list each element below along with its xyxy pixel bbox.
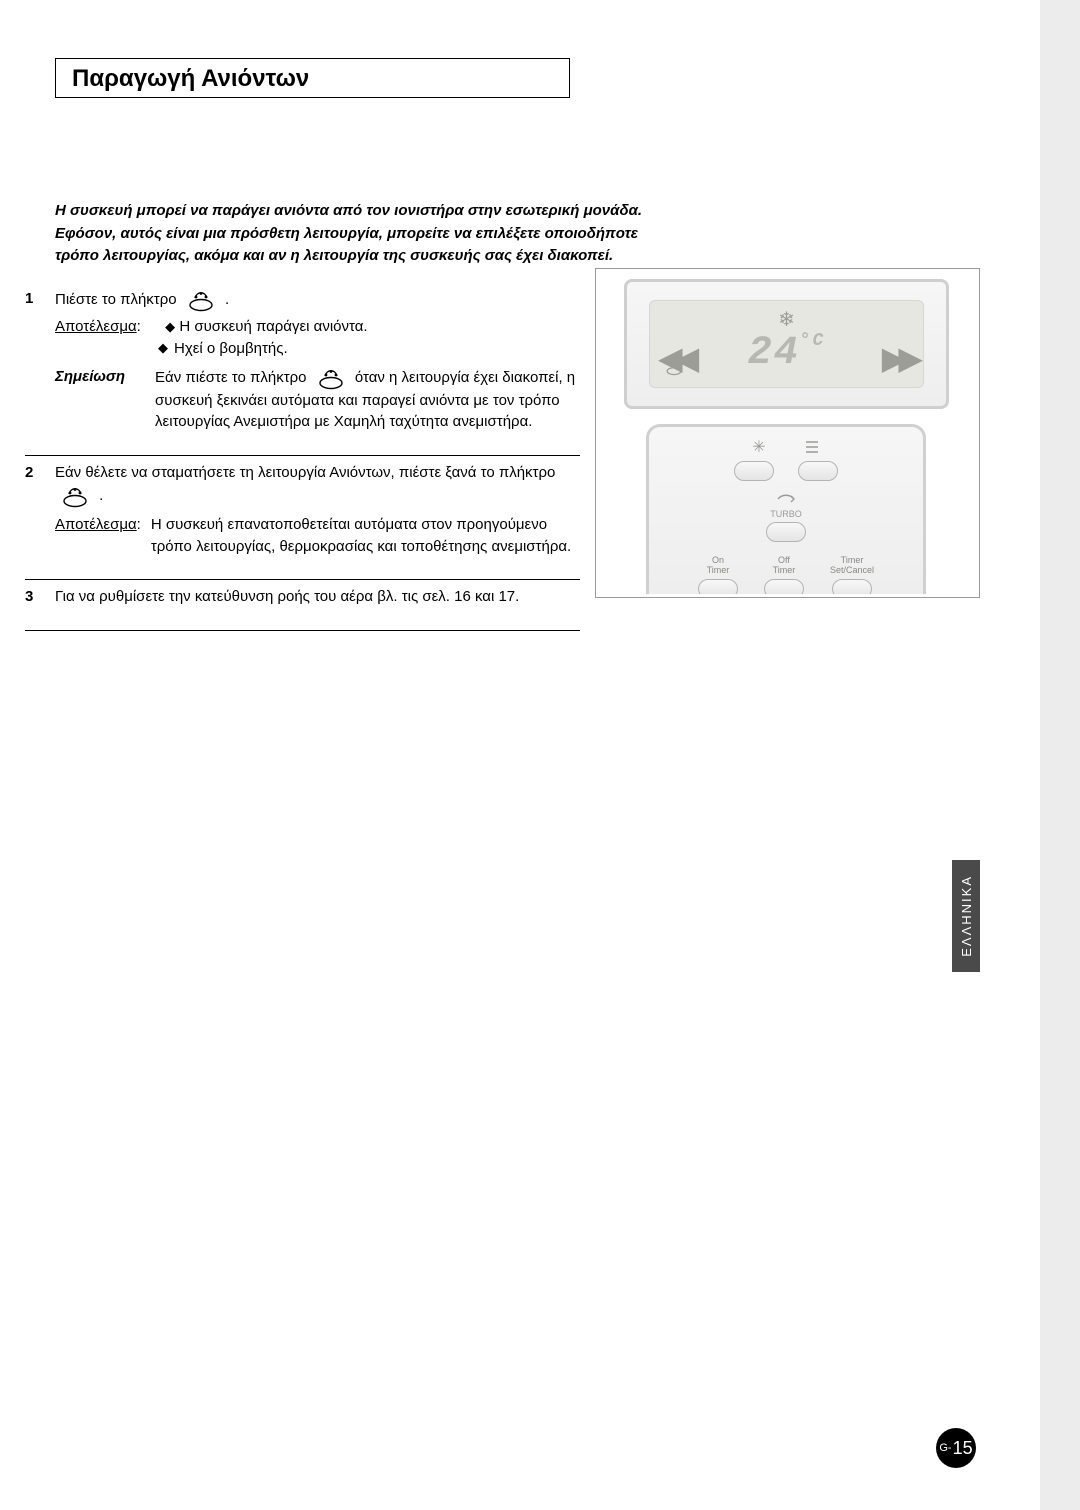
page-number: 15: [953, 1438, 973, 1459]
timer-row: On Timer Off Timer Timer Set/Cancel: [649, 556, 923, 594]
title-underline: [55, 97, 570, 98]
turbo-icon: [771, 489, 801, 509]
lcd-screen: ❄ ◀◀ ▶▶ 24°C: [649, 300, 924, 388]
remote-control: ✳ TURBO On Timer: [646, 424, 926, 594]
timer-on-button[interactable]: [698, 579, 738, 594]
arrow-right-icon: ▶▶: [882, 339, 915, 377]
timer-off-label: Off Timer: [773, 556, 796, 576]
anion-button-icon: [59, 484, 91, 508]
timer-set-label: Timer Set/Cancel: [830, 556, 874, 576]
page-content: Παραγωγή Ανιόντων Η συσκευή μπορεί να πα…: [0, 0, 1040, 1510]
lcd-anion-icon: [664, 360, 684, 381]
temp-value: 24: [748, 331, 800, 376]
note-row: Σημείωση Εάν πιέστε το πλήκτρο: [55, 366, 580, 434]
steps-list: 1 Πιέστε το πλήκτρο . Αποτέλεσμα:: [25, 282, 580, 631]
intro-paragraph: Η συσκευή μπορεί να παράγει ανιόντα από …: [55, 200, 755, 268]
result-label: Αποτέλεσμα: [55, 318, 137, 335]
fan-icon: ✳: [744, 437, 774, 457]
step-body: Εάν θέλετε να σταματήσετε τη λειτουργία …: [55, 462, 580, 557]
intro-line: τρόπο λειτουργίας, ακόμα και αν η λειτου…: [55, 245, 755, 268]
step-body: Πιέστε το πλήκτρο . Αποτέλεσμα: ◆ Η σ: [55, 288, 580, 433]
bullet-text: Ηχεί ο βομβητής.: [174, 338, 288, 360]
page-title: Παραγωγή Ανιόντων: [66, 65, 309, 93]
note-pre: Εάν πιέστε το πλήκτρο: [155, 369, 306, 386]
bullet-row: ◆ Ηχεί ο βομβητής.: [158, 338, 580, 360]
result-label: Αποτέλεσμα: [55, 516, 137, 533]
remote-mode-icons: ✳: [649, 437, 923, 457]
oval-button[interactable]: [798, 461, 838, 481]
page-title-box: Παραγωγή Ανιόντων: [55, 58, 570, 98]
note-label: Σημείωση: [55, 366, 125, 434]
timer-on-col: On Timer: [698, 556, 738, 594]
step-number: 2: [25, 462, 55, 557]
step2-pre: Εάν θέλετε να σταματήσετε τη λειτουργία …: [55, 464, 555, 481]
step-3: 3 Για να ρυθμίσετε την κατεύθυνση ροής τ…: [25, 580, 580, 624]
lcd-temperature: 24°C: [748, 331, 826, 376]
page-number-badge: G-15: [936, 1428, 976, 1468]
language-tab: ΕΛΛΗΝΙΚΑ: [952, 860, 980, 972]
step3-text: Για να ρυθμίσετε την κατεύθυνση ροής του…: [55, 588, 519, 605]
anion-button-icon: [185, 288, 217, 312]
step-number: 3: [25, 586, 55, 608]
timer-set-col: Timer Set/Cancel: [830, 556, 874, 594]
device-illustration: ❄ ◀◀ ▶▶ 24°C ✳: [595, 268, 980, 598]
bullet-icon: ◆: [158, 338, 168, 359]
lcd-panel: ❄ ◀◀ ▶▶ 24°C: [624, 279, 949, 409]
step1-lead: Πιέστε το πλήκτρο: [55, 291, 177, 308]
result-text: Η συσκευή επανατοποθετείται αυτόματα στο…: [151, 514, 580, 558]
timer-off-button[interactable]: [764, 579, 804, 594]
step1-tail: .: [225, 291, 229, 308]
step-1: 1 Πιέστε το πλήκτρο . Αποτέλεσμα:: [25, 282, 580, 449]
step-number: 1: [25, 288, 55, 433]
temp-unit: °C: [800, 331, 826, 351]
anion-button-icon: [315, 366, 347, 390]
step2-post: .: [99, 487, 103, 504]
remote-row-buttons: [649, 461, 923, 481]
intro-line: Η συσκευή μπορεί να παράγει ανιόντα από …: [55, 200, 755, 223]
intro-line: Εφόσον, αυτός είναι μια πρόσθετη λειτουρ…: [55, 223, 755, 246]
result-block: Αποτέλεσμα: Η συσκευή επανατοποθετείται …: [55, 514, 580, 558]
step-2: 2 Εάν θέλετε να σταματήσετε τη λειτουργί…: [25, 456, 580, 573]
colon: :: [137, 516, 141, 533]
turbo-section: TURBO: [649, 489, 923, 542]
swing-icon: [798, 437, 828, 457]
snowflake-icon: ❄: [778, 307, 795, 332]
bullet-text: Η συσκευή παράγει ανιόντα.: [179, 318, 367, 335]
timer-on-label: On Timer: [707, 556, 730, 576]
step-body: Για να ρυθμίσετε την κατεύθυνση ροής του…: [55, 586, 580, 608]
timer-off-col: Off Timer: [764, 556, 804, 594]
turbo-button[interactable]: [766, 522, 806, 542]
language-label: ΕΛΛΗΝΙΚΑ: [959, 875, 974, 957]
note-body: Εάν πιέστε το πλήκτρο όταν η λειτουργία …: [155, 366, 580, 434]
page-prefix: G-: [939, 1442, 951, 1454]
turbo-label: TURBO: [770, 509, 802, 519]
separator: [25, 630, 580, 631]
colon: :: [137, 318, 141, 335]
timer-set-button[interactable]: [832, 579, 872, 594]
oval-button[interactable]: [734, 461, 774, 481]
right-margin-strip: [1040, 0, 1080, 1510]
bullet-icon: ◆: [165, 319, 175, 334]
